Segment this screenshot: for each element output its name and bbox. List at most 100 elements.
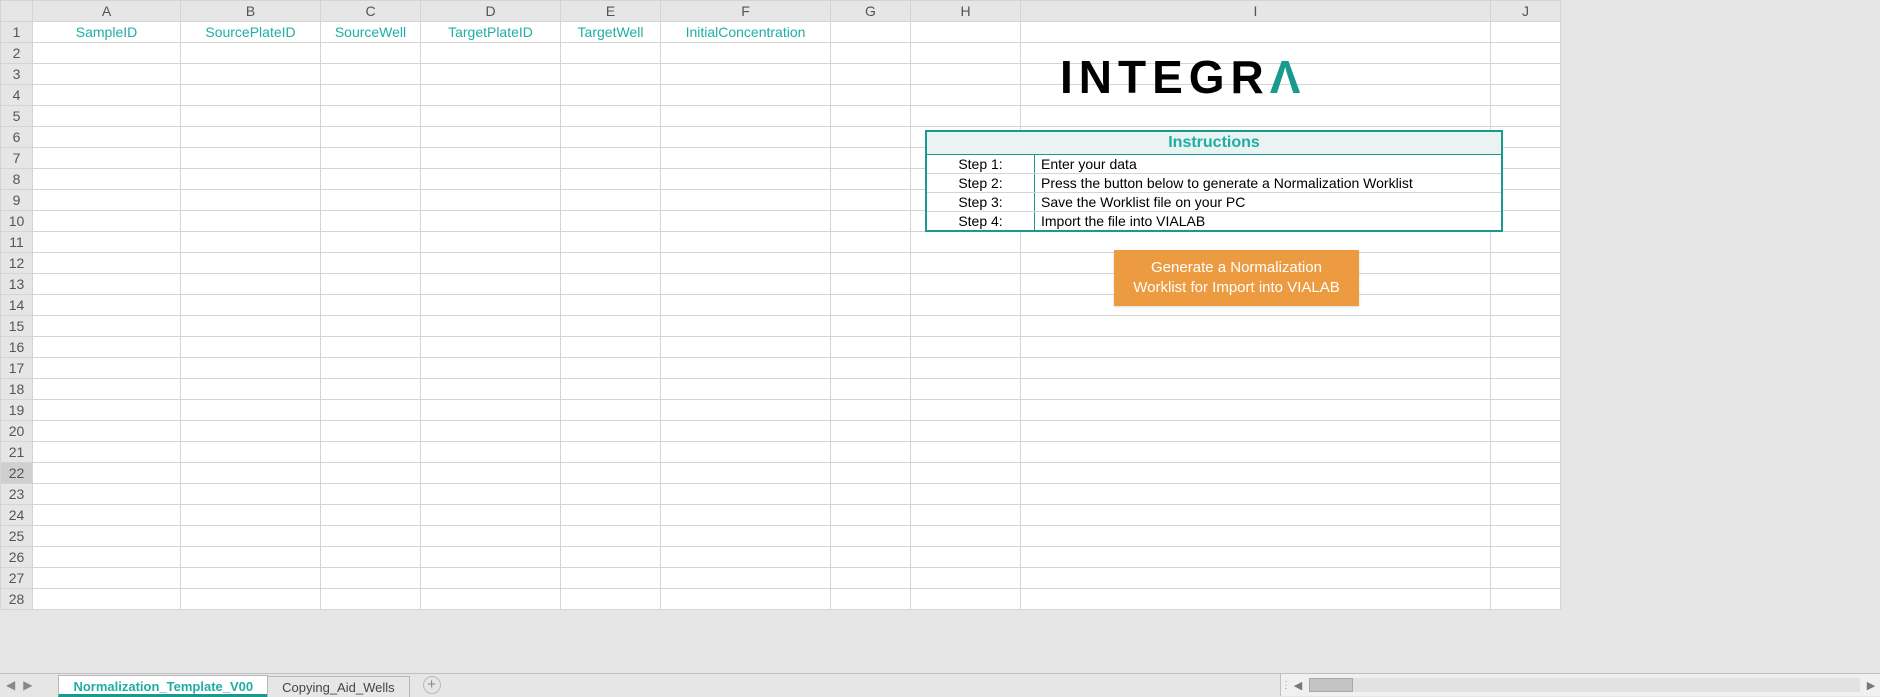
cell-J17[interactable]	[1491, 358, 1561, 379]
cell-D7[interactable]	[421, 148, 561, 169]
row-head-26[interactable]: 26	[1, 547, 33, 568]
row-head-16[interactable]: 16	[1, 337, 33, 358]
cell-E14[interactable]	[561, 295, 661, 316]
cell-C12[interactable]	[321, 253, 421, 274]
cell-C5[interactable]	[321, 106, 421, 127]
cell-J20[interactable]	[1491, 421, 1561, 442]
cell-A10[interactable]	[33, 211, 181, 232]
row-head-18[interactable]: 18	[1, 379, 33, 400]
scroll-left-icon[interactable]: ◀	[1289, 679, 1307, 692]
cell-C7[interactable]	[321, 148, 421, 169]
cell-I28[interactable]	[1021, 589, 1491, 610]
select-all-corner[interactable]	[1, 1, 33, 22]
cell-E9[interactable]	[561, 190, 661, 211]
cell-B10[interactable]	[181, 211, 321, 232]
cell-F12[interactable]	[661, 253, 831, 274]
cell-F26[interactable]	[661, 547, 831, 568]
cell-B22[interactable]	[181, 463, 321, 484]
cell-D19[interactable]	[421, 400, 561, 421]
cell-G3[interactable]	[831, 64, 911, 85]
cell-F4[interactable]	[661, 85, 831, 106]
cell-H13[interactable]	[911, 274, 1021, 295]
cell-B4[interactable]	[181, 85, 321, 106]
cell-J2[interactable]	[1491, 43, 1561, 64]
cell-H18[interactable]	[911, 379, 1021, 400]
cell-C16[interactable]	[321, 337, 421, 358]
cell-E4[interactable]	[561, 85, 661, 106]
cell-B26[interactable]	[181, 547, 321, 568]
cell-J1[interactable]	[1491, 22, 1561, 43]
cell-B21[interactable]	[181, 442, 321, 463]
cell-H14[interactable]	[911, 295, 1021, 316]
cell-G21[interactable]	[831, 442, 911, 463]
cell-G4[interactable]	[831, 85, 911, 106]
cell-A11[interactable]	[33, 232, 181, 253]
nav-first-icon[interactable]: ◀	[6, 678, 15, 692]
row-head-1[interactable]: 1	[1, 22, 33, 43]
cell-B1[interactable]: SourcePlateID	[181, 22, 321, 43]
row-head-11[interactable]: 11	[1, 232, 33, 253]
col-head-J[interactable]: J	[1491, 1, 1561, 22]
cell-F11[interactable]	[661, 232, 831, 253]
cell-G12[interactable]	[831, 253, 911, 274]
cell-C18[interactable]	[321, 379, 421, 400]
cell-E7[interactable]	[561, 148, 661, 169]
cell-G19[interactable]	[831, 400, 911, 421]
cell-G24[interactable]	[831, 505, 911, 526]
cell-E19[interactable]	[561, 400, 661, 421]
cell-J14[interactable]	[1491, 295, 1561, 316]
col-head-D[interactable]: D	[421, 1, 561, 22]
cell-A7[interactable]	[33, 148, 181, 169]
cell-D11[interactable]	[421, 232, 561, 253]
cell-H15[interactable]	[911, 316, 1021, 337]
cell-B3[interactable]	[181, 64, 321, 85]
cell-F13[interactable]	[661, 274, 831, 295]
cell-F21[interactable]	[661, 442, 831, 463]
cell-G11[interactable]	[831, 232, 911, 253]
cell-C4[interactable]	[321, 85, 421, 106]
cell-C22[interactable]	[321, 463, 421, 484]
cell-F20[interactable]	[661, 421, 831, 442]
cell-A3[interactable]	[33, 64, 181, 85]
cell-C14[interactable]	[321, 295, 421, 316]
cell-D27[interactable]	[421, 568, 561, 589]
row-head-6[interactable]: 6	[1, 127, 33, 148]
cell-H12[interactable]	[911, 253, 1021, 274]
cell-F19[interactable]	[661, 400, 831, 421]
cell-G22[interactable]	[831, 463, 911, 484]
cell-I18[interactable]	[1021, 379, 1491, 400]
cell-A28[interactable]	[33, 589, 181, 610]
nav-last-icon[interactable]: ▶	[23, 678, 32, 692]
cell-A17[interactable]	[33, 358, 181, 379]
cell-E25[interactable]	[561, 526, 661, 547]
cell-D28[interactable]	[421, 589, 561, 610]
row-head-21[interactable]: 21	[1, 442, 33, 463]
cell-A26[interactable]	[33, 547, 181, 568]
cell-G28[interactable]	[831, 589, 911, 610]
cell-I22[interactable]	[1021, 463, 1491, 484]
cell-B6[interactable]	[181, 127, 321, 148]
cell-F10[interactable]	[661, 211, 831, 232]
cell-H21[interactable]	[911, 442, 1021, 463]
col-head-G[interactable]: G	[831, 1, 911, 22]
col-head-B[interactable]: B	[181, 1, 321, 22]
cell-C1[interactable]: SourceWell	[321, 22, 421, 43]
cell-J4[interactable]	[1491, 85, 1561, 106]
cell-B16[interactable]	[181, 337, 321, 358]
cell-B9[interactable]	[181, 190, 321, 211]
cell-F14[interactable]	[661, 295, 831, 316]
cell-D1[interactable]: TargetPlateID	[421, 22, 561, 43]
cell-H1[interactable]	[911, 22, 1021, 43]
row-head-14[interactable]: 14	[1, 295, 33, 316]
cell-D3[interactable]	[421, 64, 561, 85]
cell-I16[interactable]	[1021, 337, 1491, 358]
cell-D5[interactable]	[421, 106, 561, 127]
cell-A23[interactable]	[33, 484, 181, 505]
cell-C13[interactable]	[321, 274, 421, 295]
cell-F27[interactable]	[661, 568, 831, 589]
cell-D24[interactable]	[421, 505, 561, 526]
cell-A15[interactable]	[33, 316, 181, 337]
cell-A1[interactable]: SampleID	[33, 22, 181, 43]
cell-F18[interactable]	[661, 379, 831, 400]
cell-G27[interactable]	[831, 568, 911, 589]
